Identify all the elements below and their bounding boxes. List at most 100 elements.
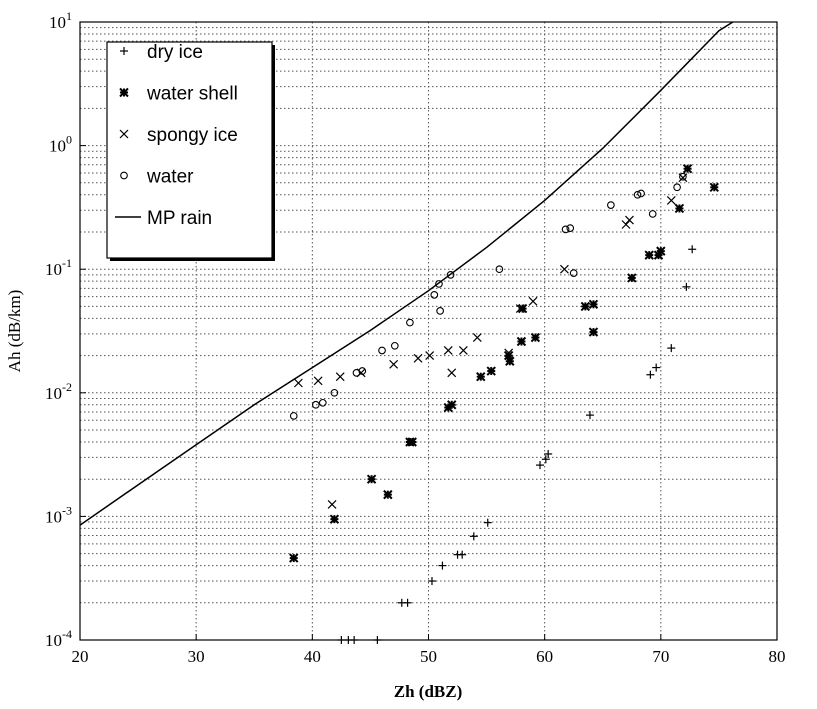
point [373, 636, 382, 644]
marker-part [561, 225, 570, 234]
point [585, 411, 594, 420]
point [505, 356, 515, 366]
marker-part [648, 210, 657, 218]
point [580, 301, 591, 312]
marker-part [119, 87, 129, 98]
point [458, 346, 468, 355]
point [476, 371, 486, 382]
marker-part [505, 356, 515, 366]
x-tick-label: 40 [304, 647, 321, 666]
point [447, 368, 457, 378]
marker-part [633, 190, 642, 199]
point [425, 351, 435, 361]
point [561, 225, 570, 234]
point [648, 210, 657, 218]
marker-part [293, 378, 303, 388]
marker-part [447, 368, 457, 378]
point [679, 172, 687, 181]
y-tick-label: 10-2 [45, 380, 72, 403]
marker-part [580, 301, 591, 312]
marker-part [495, 265, 504, 274]
marker-part [621, 220, 631, 229]
marker-part [329, 514, 340, 524]
point [383, 489, 393, 500]
marker-part [119, 129, 129, 139]
point [673, 183, 681, 192]
point [656, 246, 666, 256]
marker-part [673, 183, 681, 192]
point [293, 378, 303, 388]
point [515, 304, 525, 314]
x-tick-label: 30 [188, 647, 205, 666]
marker-part [625, 215, 634, 225]
marker-part [390, 341, 399, 350]
legend [106, 41, 273, 259]
y-tick-label: 10-3 [45, 503, 72, 526]
legend-label: MP rain [147, 208, 212, 229]
marker-part [656, 246, 666, 256]
line [80, 22, 734, 526]
marker-part [472, 333, 482, 342]
point [469, 532, 478, 541]
y-axis-label: Ah (dB/km) [5, 290, 24, 373]
marker-part [607, 201, 615, 209]
marker-part [627, 273, 637, 283]
point [528, 296, 538, 306]
point [329, 514, 340, 524]
point [667, 344, 676, 353]
point [652, 363, 661, 372]
point [483, 518, 492, 527]
point [407, 437, 417, 447]
point [541, 455, 550, 464]
marker-part [566, 224, 575, 232]
point [120, 47, 128, 55]
marker-part [378, 346, 386, 355]
marker-part [569, 269, 578, 277]
point [119, 87, 129, 98]
point [569, 269, 578, 277]
marker-part [559, 264, 569, 274]
x-tick-label: 60 [536, 647, 553, 666]
point [472, 333, 482, 342]
marker-part [330, 388, 339, 397]
point [544, 449, 553, 458]
marker-part [327, 499, 337, 509]
marker-part [335, 372, 345, 382]
point [406, 318, 414, 327]
point [438, 561, 447, 570]
point [637, 189, 645, 198]
point [327, 499, 337, 509]
point [335, 372, 345, 382]
point [674, 203, 685, 214]
point [559, 264, 569, 274]
marker-part [430, 291, 439, 299]
point [318, 398, 327, 407]
marker-part [406, 318, 414, 327]
y-tick-label: 101 [49, 9, 72, 32]
point [504, 348, 514, 358]
plot-frame [79, 21, 778, 641]
legend-label: spongy ice [147, 125, 238, 146]
point [709, 182, 719, 192]
marker-part [515, 304, 525, 314]
y-tick-label: 10-4 [45, 627, 72, 650]
point [627, 273, 637, 283]
marker-part [588, 327, 599, 337]
marker-part [674, 203, 685, 214]
point [486, 366, 496, 376]
point [495, 265, 504, 274]
point [536, 461, 545, 470]
marker-part [358, 367, 367, 375]
marker-part [289, 553, 299, 563]
point [436, 307, 444, 315]
point [530, 332, 541, 343]
point [633, 190, 642, 199]
marker-part [313, 376, 323, 386]
marker-part [413, 353, 423, 363]
point [621, 220, 631, 229]
marker-part [447, 400, 457, 410]
x-axis-label: Zh (dBZ) [394, 682, 463, 701]
marker-part [435, 280, 443, 288]
marker-part [504, 348, 514, 358]
marker-part [446, 271, 455, 279]
